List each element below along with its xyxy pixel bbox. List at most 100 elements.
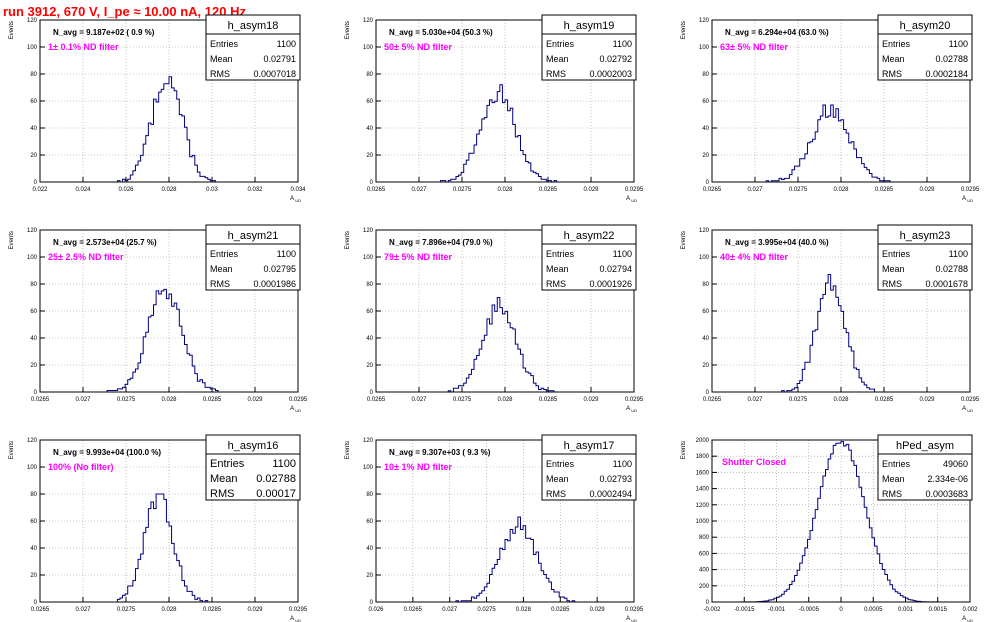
stats-label-mean: Mean: [210, 264, 233, 274]
y-axis-label: Events: [681, 441, 687, 459]
y-tick-label: 60: [702, 99, 709, 105]
y-tick-label: 0: [706, 600, 710, 606]
stats-value-entries: 1100: [277, 39, 296, 49]
x-tick-label: 0.0285: [539, 397, 558, 403]
x-tick-label: 0.0275: [453, 397, 472, 403]
x-tick-label: 0.0265: [367, 397, 386, 403]
x-tick-label: 0.026: [368, 607, 384, 613]
x-tick-label: 0.0285: [875, 397, 894, 403]
stats-label-mean: Mean: [882, 54, 905, 64]
stats-box: h_asym16 Entries 1100 Mean 0.02788 RMS 0.00017: [205, 434, 301, 501]
stats-label-rms: RMS: [210, 488, 234, 500]
stats-box-title: h_asym16: [228, 440, 279, 452]
stats-label-rms: RMS: [882, 279, 902, 289]
histogram-panel-hPed_asym: -0.002 -0.0015 -0.001 -0.0005 0 0.0005 0.001 0.…: [681, 434, 978, 622]
y-tick-label: 80: [366, 72, 373, 78]
x-tick-label: 0.027: [411, 187, 427, 193]
stats-value-entries: 1100: [613, 39, 632, 49]
stats-box: h_asym18 Entries 1100 Mean 0.02791 RMS 0.00070…: [205, 14, 301, 81]
y-tick-label: 0: [34, 180, 38, 186]
filter-annotation: 50± 5% ND filter: [384, 42, 452, 52]
stats-label-entries: Entries: [210, 39, 239, 49]
stats-value-rms: 0.0002494: [589, 489, 632, 499]
y-tick-label: 100: [363, 255, 374, 261]
stats-label-rms: RMS: [210, 279, 230, 289]
x-tick-label: 0.0295: [961, 397, 980, 403]
x-tick-label: 0.0265: [31, 607, 50, 613]
x-tick-label: 0.028: [516, 607, 532, 613]
x-tick-label: -0.001: [768, 607, 786, 613]
stats-value-entries: 1100: [949, 39, 968, 49]
x-tick-label: 0.0295: [289, 397, 308, 403]
stats-label-mean: Mean: [882, 264, 905, 274]
y-tick-label: 20: [702, 153, 709, 159]
stats-box-title: h_asym21: [228, 230, 279, 242]
stats-value-mean: 0.02794: [599, 264, 632, 274]
y-axis-label: Events: [9, 21, 15, 39]
stats-box-title: hPed_asym: [896, 440, 954, 452]
y-tick-label: 800: [699, 535, 710, 541]
y-tick-label: 600: [699, 551, 710, 557]
x-axis-label: A UD: [290, 616, 301, 622]
y-tick-label: 0: [370, 600, 374, 606]
x-tick-label: 0.0285: [203, 397, 222, 403]
y-tick-label: 1600: [696, 470, 710, 476]
x-tick-label: 0.0275: [117, 397, 136, 403]
x-tick-label: 0.027: [442, 607, 458, 613]
x-tick-label: 0.028: [161, 607, 177, 613]
x-tick-label: 0.0265: [31, 397, 50, 403]
x-tick-label: 0.029: [583, 397, 599, 403]
y-tick-label: 100: [27, 45, 38, 51]
histogram-panel-h_asym18: 0.022 0.024 0.026 0.028 0.03 0.032 0.034 0 20 40 6…: [9, 14, 306, 203]
y-tick-label: 20: [366, 153, 373, 159]
x-axis-label: A UD: [962, 616, 973, 622]
y-tick-label: 80: [30, 282, 37, 288]
stats-value-rms: 0.0001678: [925, 279, 968, 289]
stats-value-rms: 0.0002184: [925, 69, 968, 79]
stats-value-entries: 49060: [943, 459, 968, 469]
y-tick-label: 100: [27, 465, 38, 471]
x-tick-label: 0.028: [161, 187, 177, 193]
x-tick-label: 0.029: [247, 607, 263, 613]
filter-annotation: 63± 5% ND filter: [720, 42, 788, 52]
x-tick-label: -0.0015: [734, 607, 755, 613]
y-tick-label: 20: [702, 363, 709, 369]
stats-label-entries: Entries: [882, 39, 911, 49]
stats-value-mean: 0.02788: [256, 473, 296, 485]
x-tick-label: 0.027: [747, 187, 763, 193]
x-tick-label: 0.029: [583, 187, 599, 193]
filter-annotation: Shutter Closed: [722, 457, 786, 467]
stats-value-mean: 0.02788: [935, 264, 968, 274]
y-axis-label: Events: [345, 21, 351, 39]
x-tick-label: 0.0275: [453, 187, 472, 193]
stats-value-rms: 0.0001926: [589, 279, 632, 289]
y-tick-label: 40: [30, 546, 37, 552]
y-tick-label: 80: [702, 282, 709, 288]
stats-value-entries: 1100: [613, 249, 632, 259]
stats-value-rms: 0.0007018: [253, 69, 296, 79]
y-tick-label: 40: [702, 336, 709, 342]
navg-label: N_avg = 9.307e+03 ( 9.3 %): [389, 448, 491, 457]
y-tick-label: 100: [363, 465, 374, 471]
x-tick-label: 0.029: [247, 397, 263, 403]
y-tick-label: 100: [699, 45, 710, 51]
stats-label-entries: Entries: [546, 39, 575, 49]
y-tick-label: 2000: [696, 438, 710, 444]
x-tick-label: 0.0285: [551, 607, 570, 613]
x-tick-label: 0.0285: [875, 187, 894, 193]
x-tick-label: 0.001: [898, 607, 914, 613]
y-tick-label: 60: [30, 99, 37, 105]
stats-value-mean: 0.02791: [263, 54, 296, 64]
x-tick-label: 0: [839, 607, 843, 613]
stats-box: hPed_asym Entries 49060 Mean 2.334e-06 RMS 0.0…: [877, 434, 973, 501]
filter-annotation: 10± 1% ND filter: [384, 462, 452, 472]
histogram-series: [40, 288, 298, 393]
y-tick-label: 120: [363, 18, 374, 24]
navg-label: N_avg = 7.896e+04 (79.0 %): [389, 238, 493, 247]
y-tick-label: 60: [366, 309, 373, 315]
x-tick-label: 0.0275: [789, 187, 808, 193]
y-tick-label: 40: [366, 546, 373, 552]
histogram-panel-h_asym23: 0.0265 0.027 0.0275 0.028 0.0285 0.029 0.0295 0…: [681, 224, 980, 413]
x-tick-label: 0.0275: [789, 397, 808, 403]
x-tick-label: 0.002: [962, 607, 978, 613]
